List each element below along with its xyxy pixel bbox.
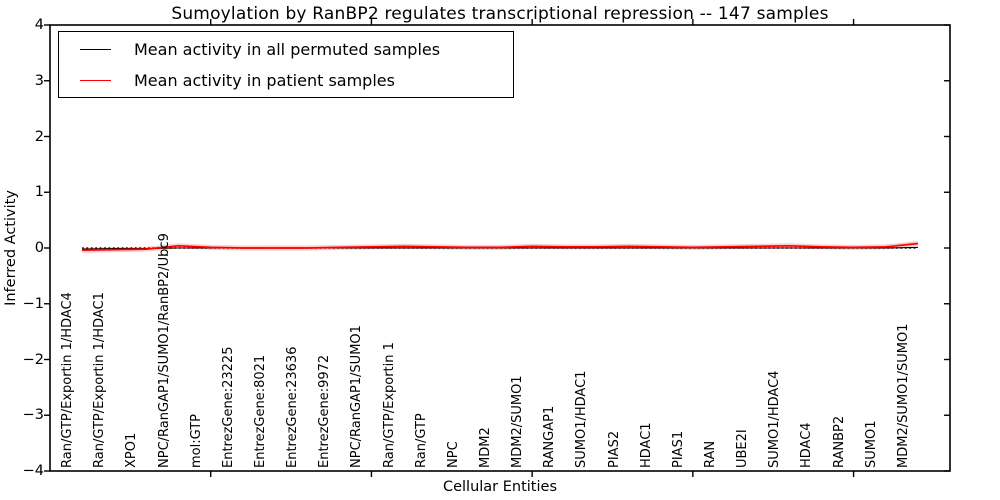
x-category-label: PIAS1 [670,430,686,468]
y-tick-label: −3 [22,407,44,424]
x-category-label: MDM2/SUMO1/SUMO1 [895,323,911,468]
x-category-label: Ran/GTP [413,413,429,468]
x-category-label: SUMO1 [863,420,879,469]
legend-line-sample-red [80,79,111,81]
x-category-label: Ran/GTP/Exportin 1 [381,342,397,468]
x-category-label: RANBP2 [831,415,847,468]
y-tick-label: −1 [22,295,44,312]
x-category-label: mol:GTP [188,414,204,468]
x-category-label: NPC/RanGAP1/SUMO1/RanBP2/Ubc9 [156,233,172,468]
x-category-label: RAN [703,440,718,468]
x-category-label: RANGAP1 [542,405,558,468]
x-category-label: EntrezGene:23225 [220,346,236,468]
y-tick-label: 2 [34,128,44,145]
x-category-label: SUMO1/HDAC4 [767,370,783,468]
x-category-label: NPC/RanGAP1/SUMO1 [349,325,365,468]
x-category-label: Ran/GTP/Exportin 1/HDAC4 [60,292,76,468]
x-category-label: PIAS2 [606,430,622,468]
x-category-label: XPO1 [124,432,140,468]
y-tick-label: 4 [34,17,44,33]
data-lines [82,241,919,253]
x-category-label: NPC [445,441,461,468]
legend-label: Mean activity in patient samples [134,70,395,90]
x-category-label: MDM2 [478,427,493,468]
legend-item-permuted: Mean activity in all permuted samples [59,35,513,63]
x-category-label: Ran/GTP/Exportin 1/HDAC1 [92,292,108,468]
line-patient-samples [82,242,918,252]
x-category-label: EntrezGene:23636 [285,346,301,468]
y-tick-label: −2 [22,351,44,368]
legend: Mean activity in all permuted samples Me… [58,31,514,98]
y-tick-label: 0 [34,240,44,256]
legend-line-sample-black [80,48,111,50]
x-axis-label: Cellular Entities [442,479,558,495]
y-tick-label: 3 [34,72,44,89]
x-category-label: SUMO1/HDAC1 [574,370,590,468]
chart-title: Sumoylation by RanBP2 regulates transcri… [171,4,829,24]
x-category-label: HDAC1 [638,422,654,468]
plot-area [44,19,951,477]
legend-item-patient: Mean activity in patient samples [59,66,513,94]
legend-label: Mean activity in all permuted samples [134,39,441,59]
x-category-label: MDM2/SUMO1 [510,375,526,468]
x-category-label: EntrezGene:8021 [253,354,268,468]
axes-spines [49,24,951,472]
y-tick-label: 1 [34,184,44,201]
x-category-label: UBE2I [735,429,751,468]
x-category-label: HDAC4 [799,422,815,468]
y-tick-label: −4 [22,463,44,479]
x-category-label: EntrezGene:9972 [317,354,333,468]
